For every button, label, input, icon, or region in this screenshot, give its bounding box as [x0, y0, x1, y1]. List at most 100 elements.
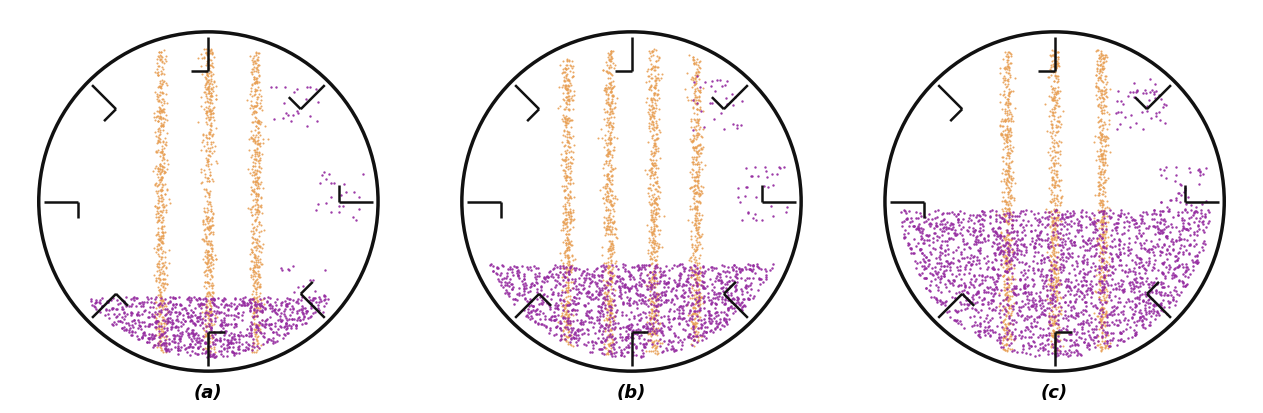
- Point: [157, 209, 177, 216]
- Point: [650, 290, 671, 296]
- Point: [688, 142, 709, 148]
- Point: [688, 296, 709, 302]
- Point: [148, 197, 168, 204]
- Point: [995, 160, 1015, 166]
- Point: [157, 321, 177, 328]
- Point: [639, 319, 659, 326]
- Point: [148, 113, 168, 119]
- Point: [114, 308, 134, 315]
- Point: [150, 161, 171, 168]
- Point: [599, 158, 619, 165]
- Point: [145, 332, 165, 339]
- Point: [717, 281, 738, 287]
- Point: [601, 270, 621, 276]
- Point: [1092, 274, 1113, 280]
- Point: [710, 77, 730, 84]
- Point: [610, 275, 630, 282]
- Point: [687, 290, 707, 297]
- Point: [1028, 267, 1048, 274]
- Point: [1130, 219, 1151, 226]
- Point: [533, 292, 553, 299]
- Point: [195, 142, 215, 149]
- Point: [1046, 283, 1066, 290]
- Point: [196, 104, 216, 111]
- Point: [681, 301, 701, 308]
- Point: [1047, 214, 1067, 221]
- Point: [952, 288, 973, 295]
- Point: [994, 91, 1014, 98]
- Point: [606, 226, 626, 233]
- Point: [998, 48, 1018, 55]
- Point: [611, 348, 632, 355]
- Point: [727, 293, 748, 300]
- Point: [610, 347, 630, 353]
- Point: [976, 289, 997, 295]
- Point: [560, 254, 580, 261]
- Point: [244, 298, 264, 304]
- Point: [202, 280, 222, 286]
- Point: [597, 225, 618, 232]
- Point: [268, 331, 288, 337]
- Point: [1084, 329, 1104, 336]
- Point: [196, 295, 216, 302]
- Point: [688, 242, 709, 249]
- Point: [706, 313, 726, 320]
- Point: [278, 324, 298, 331]
- Point: [152, 296, 172, 303]
- Point: [1094, 244, 1114, 250]
- Point: [687, 120, 707, 126]
- Point: [895, 234, 916, 240]
- Point: [1047, 249, 1067, 255]
- Point: [1057, 353, 1077, 359]
- Point: [1146, 113, 1166, 119]
- Point: [189, 321, 210, 328]
- Point: [241, 257, 261, 264]
- Point: [1101, 297, 1122, 303]
- Point: [1047, 347, 1067, 354]
- Point: [196, 115, 216, 122]
- Point: [272, 324, 292, 330]
- Point: [989, 331, 1009, 337]
- Point: [556, 150, 576, 156]
- Point: [1053, 223, 1074, 230]
- Point: [289, 313, 309, 320]
- Point: [246, 191, 266, 197]
- Point: [266, 311, 287, 318]
- Point: [206, 256, 226, 263]
- Point: [1053, 325, 1074, 331]
- Point: [600, 254, 620, 261]
- Point: [248, 141, 268, 147]
- Point: [244, 344, 264, 351]
- Point: [626, 342, 647, 349]
- Point: [556, 266, 576, 273]
- Point: [1036, 205, 1056, 212]
- Point: [640, 207, 661, 214]
- Point: [1023, 266, 1043, 273]
- Point: [558, 83, 578, 89]
- Point: [1089, 232, 1109, 239]
- Point: [150, 269, 171, 275]
- Point: [1037, 128, 1057, 135]
- Point: [1091, 278, 1111, 285]
- Point: [644, 64, 664, 71]
- Point: [1051, 304, 1071, 311]
- Point: [557, 131, 577, 138]
- Point: [725, 274, 745, 280]
- Point: [216, 342, 236, 349]
- Point: [596, 194, 616, 201]
- Point: [488, 264, 508, 271]
- Point: [558, 268, 578, 275]
- Point: [1159, 264, 1180, 271]
- Point: [249, 273, 269, 280]
- Point: [919, 220, 940, 227]
- Point: [1042, 237, 1062, 244]
- Point: [1063, 239, 1084, 245]
- Point: [650, 294, 671, 300]
- Point: [645, 125, 666, 131]
- Point: [997, 284, 1017, 290]
- Point: [1158, 269, 1178, 275]
- Point: [596, 311, 616, 318]
- Point: [202, 214, 222, 221]
- Point: [688, 88, 709, 95]
- Point: [936, 263, 956, 269]
